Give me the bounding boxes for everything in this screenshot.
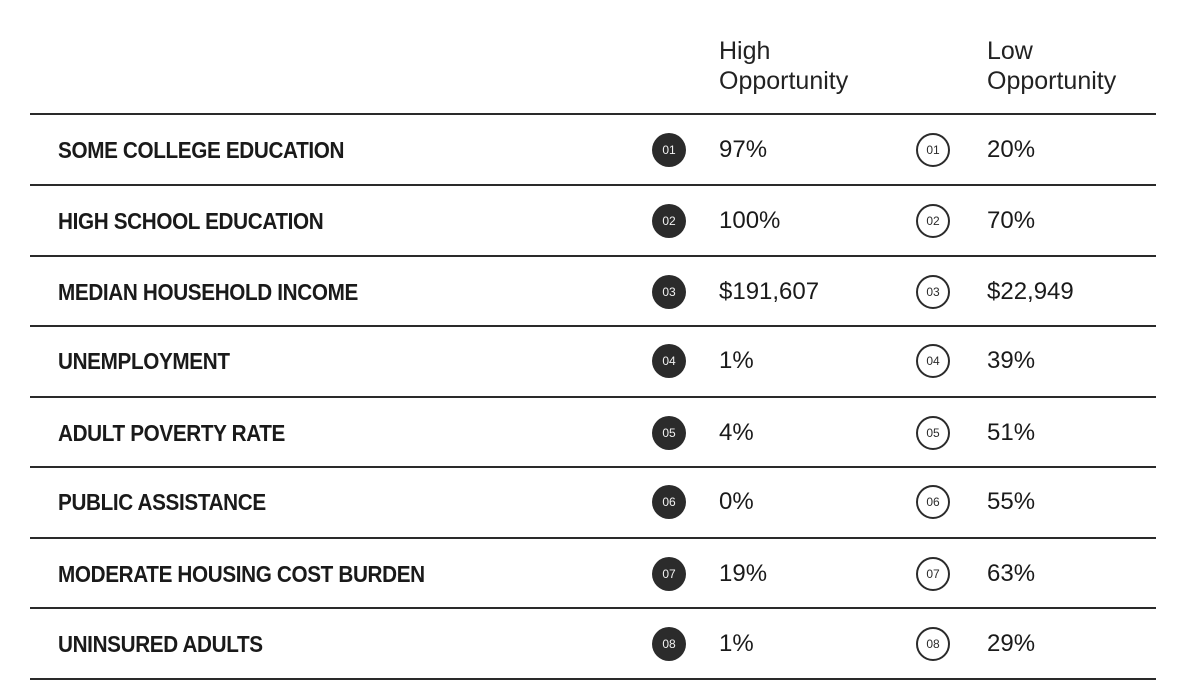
row-divider bbox=[30, 537, 1156, 539]
high-opportunity-value: 97% bbox=[719, 136, 768, 163]
column-header-high-line2: Opportunity bbox=[719, 67, 849, 95]
row-divider bbox=[30, 255, 1156, 257]
low-rank-badge: 01 bbox=[916, 133, 950, 167]
column-header-low-line2: Opportunity bbox=[987, 67, 1117, 95]
low-opportunity-value: 63% bbox=[987, 560, 1036, 587]
high-opportunity-value: 0% bbox=[719, 488, 754, 515]
column-header-low-opportunity: Low Opportunity bbox=[987, 36, 1116, 96]
low-opportunity-value: 55% bbox=[987, 488, 1036, 515]
row-label: PUBLIC ASSISTANCE bbox=[58, 489, 266, 515]
low-opportunity-value: 70% bbox=[987, 207, 1036, 234]
table-row: HIGH SCHOOL EDUCATION 02 100% 02 70% bbox=[30, 186, 1156, 256]
column-header-high-line1: High bbox=[719, 37, 771, 65]
row-divider bbox=[30, 607, 1156, 609]
high-rank-badge: 01 bbox=[652, 133, 686, 167]
header-divider bbox=[30, 113, 1156, 115]
column-header-high-opportunity: High Opportunity bbox=[719, 36, 848, 96]
high-opportunity-value: $191,607 bbox=[719, 278, 820, 305]
table-row: MEDIAN HOUSEHOLD INCOME 03 $191,607 03 $… bbox=[30, 257, 1156, 327]
table-row: SOME COLLEGE EDUCATION 01 97% 01 20% bbox=[30, 115, 1156, 185]
low-rank-badge: 05 bbox=[916, 416, 950, 450]
low-opportunity-value: $22,949 bbox=[987, 278, 1074, 305]
row-divider bbox=[30, 678, 1156, 680]
low-rank-badge: 04 bbox=[916, 344, 950, 378]
high-opportunity-value: 100% bbox=[719, 207, 781, 234]
row-divider bbox=[30, 184, 1156, 186]
row-label: UNEMPLOYMENT bbox=[58, 348, 230, 374]
row-label: MODERATE HOUSING COST BURDEN bbox=[58, 561, 425, 587]
comparison-table: High Opportunity Low Opportunity SOME CO… bbox=[30, 0, 1156, 698]
table-row: UNEMPLOYMENT 04 1% 04 39% bbox=[30, 326, 1156, 396]
high-rank-badge: 06 bbox=[652, 485, 686, 519]
low-rank-badge: 03 bbox=[916, 275, 950, 309]
high-rank-badge: 02 bbox=[652, 204, 686, 238]
high-rank-badge: 08 bbox=[652, 627, 686, 661]
row-label: MEDIAN HOUSEHOLD INCOME bbox=[58, 279, 358, 305]
high-opportunity-value: 19% bbox=[719, 560, 768, 587]
table-row: ADULT POVERTY RATE 05 4% 05 51% bbox=[30, 398, 1156, 468]
high-opportunity-value: 1% bbox=[719, 347, 754, 374]
row-divider bbox=[30, 466, 1156, 468]
column-header-low-line1: Low bbox=[987, 37, 1033, 65]
low-opportunity-value: 29% bbox=[987, 630, 1036, 657]
row-divider bbox=[30, 396, 1156, 398]
high-rank-badge: 05 bbox=[652, 416, 686, 450]
low-rank-badge: 06 bbox=[916, 485, 950, 519]
table-row: MODERATE HOUSING COST BURDEN 07 19% 07 6… bbox=[30, 539, 1156, 609]
low-opportunity-value: 39% bbox=[987, 347, 1036, 374]
low-rank-badge: 08 bbox=[916, 627, 950, 661]
row-label: UNINSURED ADULTS bbox=[58, 631, 263, 657]
table-header: High Opportunity Low Opportunity bbox=[30, 0, 1156, 113]
low-rank-badge: 07 bbox=[916, 557, 950, 591]
low-opportunity-value: 51% bbox=[987, 419, 1036, 446]
row-divider bbox=[30, 325, 1156, 327]
table-row: PUBLIC ASSISTANCE 06 0% 06 55% bbox=[30, 467, 1156, 537]
row-label: ADULT POVERTY RATE bbox=[58, 420, 285, 446]
low-opportunity-value: 20% bbox=[987, 136, 1036, 163]
low-rank-badge: 02 bbox=[916, 204, 950, 238]
table-row: UNINSURED ADULTS 08 1% 08 29% bbox=[30, 609, 1156, 679]
high-opportunity-value: 4% bbox=[719, 419, 754, 446]
high-rank-badge: 03 bbox=[652, 275, 686, 309]
high-opportunity-value: 1% bbox=[719, 630, 754, 657]
row-label: HIGH SCHOOL EDUCATION bbox=[58, 208, 324, 234]
row-label: SOME COLLEGE EDUCATION bbox=[58, 137, 345, 163]
high-rank-badge: 07 bbox=[652, 557, 686, 591]
high-rank-badge: 04 bbox=[652, 344, 686, 378]
